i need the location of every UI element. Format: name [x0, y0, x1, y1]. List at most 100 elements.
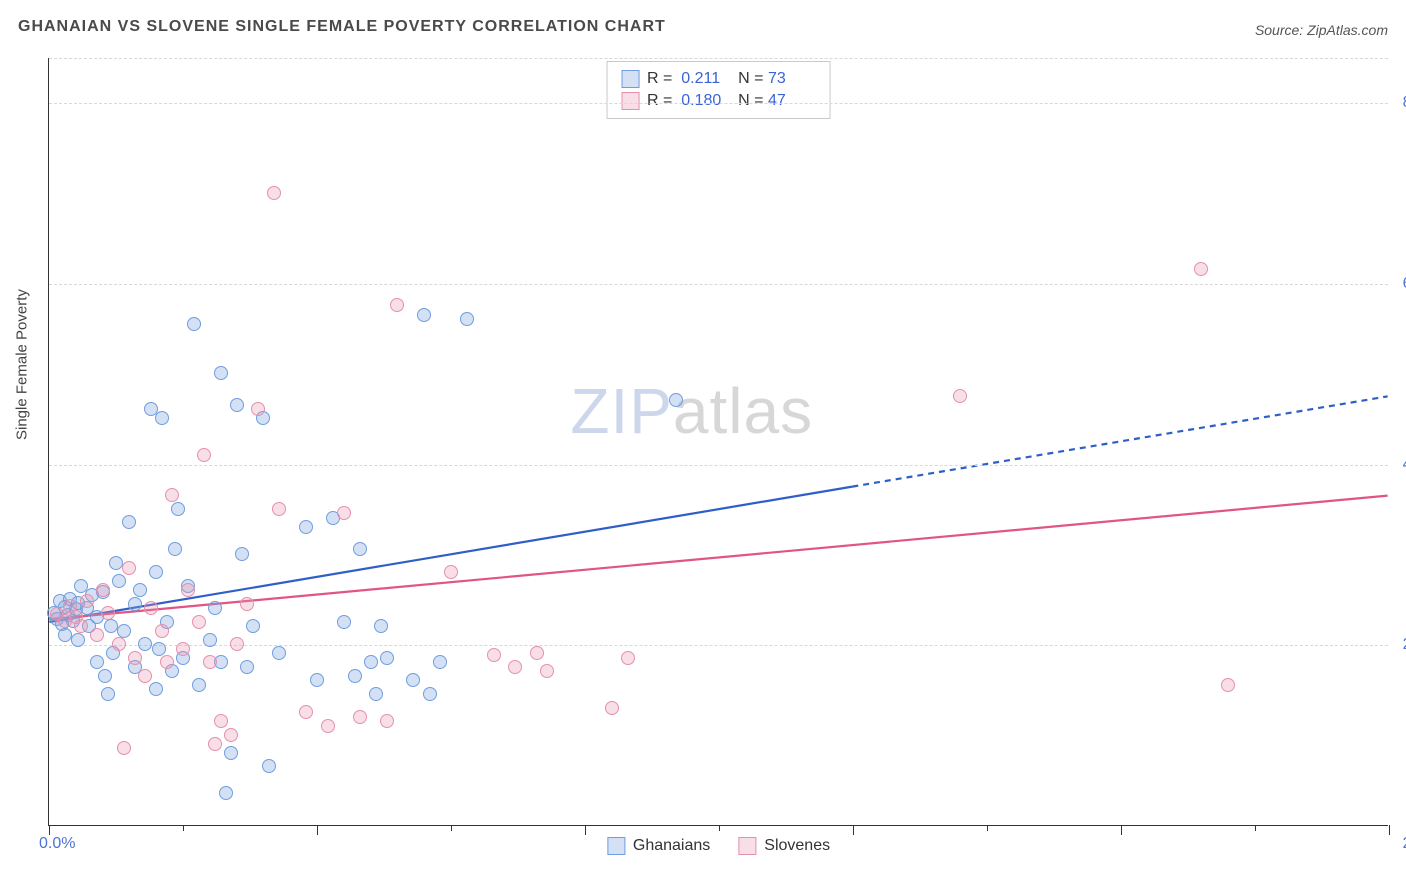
legend-label: Slovenes — [764, 837, 830, 855]
data-point — [540, 664, 554, 678]
data-point — [417, 308, 431, 322]
y-tick-label: 60.0% — [1403, 275, 1406, 293]
data-point — [272, 646, 286, 660]
data-point — [348, 669, 362, 683]
source-attribution: Source: ZipAtlas.com — [1255, 22, 1388, 38]
data-point — [380, 714, 394, 728]
data-point — [122, 561, 136, 575]
y-tick-label: 80.0% — [1403, 94, 1406, 112]
data-point — [192, 615, 206, 629]
scatter-plot: ZIPatlas R = 0.211 N = 73 R = 0.180 N = … — [48, 58, 1388, 826]
data-point — [98, 669, 112, 683]
data-point — [90, 655, 104, 669]
y-tick-label: 40.0% — [1403, 456, 1406, 474]
x-tick-major — [1121, 825, 1122, 835]
x-tick-major — [317, 825, 318, 835]
data-point — [80, 594, 94, 608]
data-point — [155, 624, 169, 638]
x-tick-label-left: 0.0% — [39, 835, 75, 853]
x-tick-minor — [719, 825, 720, 831]
data-point — [187, 317, 201, 331]
data-point — [192, 678, 206, 692]
data-point — [112, 574, 126, 588]
data-point — [168, 542, 182, 556]
stats-legend: R = 0.211 N = 73 R = 0.180 N = 47 — [606, 61, 831, 119]
chart-title: GHANAIAN VS SLOVENE SINGLE FEMALE POVERT… — [18, 18, 666, 36]
legend-swatch — [621, 70, 639, 88]
data-point — [203, 633, 217, 647]
data-point — [149, 682, 163, 696]
x-tick-major — [49, 825, 50, 835]
data-point — [138, 637, 152, 651]
data-point — [109, 556, 123, 570]
data-point — [337, 615, 351, 629]
y-axis-label: Single Female Poverty — [14, 289, 31, 440]
data-point — [128, 651, 142, 665]
data-point — [364, 655, 378, 669]
data-point — [251, 402, 265, 416]
x-tick-label-right: 25.0% — [1403, 835, 1406, 853]
data-point — [487, 648, 501, 662]
data-point — [101, 687, 115, 701]
data-point — [1194, 262, 1208, 276]
data-point — [155, 411, 169, 425]
data-point — [214, 366, 228, 380]
gridline — [49, 465, 1388, 466]
data-point — [530, 646, 544, 660]
legend-item: Slovenes — [738, 837, 830, 855]
data-point — [101, 606, 115, 620]
data-point — [240, 597, 254, 611]
x-tick-major — [585, 825, 586, 835]
data-point — [71, 633, 85, 647]
legend-swatch — [738, 837, 756, 855]
data-point — [272, 502, 286, 516]
data-point — [230, 398, 244, 412]
data-point — [1221, 678, 1235, 692]
data-point — [74, 619, 88, 633]
gridline — [49, 58, 1388, 59]
data-point — [299, 520, 313, 534]
data-point — [149, 565, 163, 579]
x-tick-minor — [1255, 825, 1256, 831]
data-point — [605, 701, 619, 715]
data-point — [104, 619, 118, 633]
data-point — [128, 597, 142, 611]
data-point — [152, 642, 166, 656]
legend-swatch — [607, 837, 625, 855]
data-point — [240, 660, 254, 674]
data-point — [96, 583, 110, 597]
x-tick-major — [853, 825, 854, 835]
data-point — [176, 642, 190, 656]
legend-label: Ghanaians — [633, 837, 710, 855]
data-point — [460, 312, 474, 326]
data-point — [310, 673, 324, 687]
y-tick-label: 20.0% — [1403, 636, 1406, 654]
data-point — [219, 786, 233, 800]
data-point — [669, 393, 683, 407]
data-point — [321, 719, 335, 733]
data-point — [90, 628, 104, 642]
data-point — [246, 619, 260, 633]
data-point — [406, 673, 420, 687]
data-point — [262, 759, 276, 773]
data-point — [144, 601, 158, 615]
watermark: ZIPatlas — [570, 374, 813, 448]
data-point — [953, 389, 967, 403]
data-point — [380, 651, 394, 665]
legend-row: R = 0.211 N = 73 — [621, 68, 816, 90]
data-point — [423, 687, 437, 701]
legend-swatch — [621, 92, 639, 110]
data-point — [369, 687, 383, 701]
data-point — [433, 655, 447, 669]
data-point — [197, 448, 211, 462]
legend-item: Ghanaians — [607, 837, 710, 855]
trend-lines — [49, 58, 1388, 825]
data-point — [444, 565, 458, 579]
data-point — [508, 660, 522, 674]
x-tick-minor — [183, 825, 184, 831]
data-point — [203, 655, 217, 669]
data-point — [374, 619, 388, 633]
data-point — [353, 710, 367, 724]
data-point — [230, 637, 244, 651]
gridline — [49, 645, 1388, 646]
